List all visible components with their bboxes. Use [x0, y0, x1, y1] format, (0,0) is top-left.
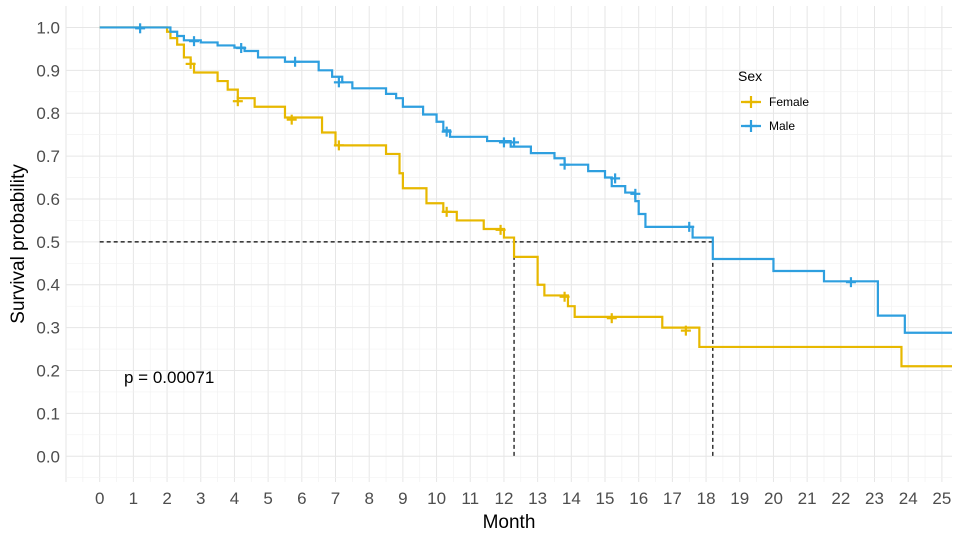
p-value-annotation: p = 0.00071 [124, 368, 214, 387]
y-tick-label: 0.5 [36, 233, 60, 252]
y-tick-label: 0.3 [36, 319, 60, 338]
legend-item-male: Male [741, 119, 795, 133]
censor-mark-female [559, 291, 570, 302]
x-tick-label: 3 [196, 489, 205, 508]
x-tick-label: 1 [129, 489, 138, 508]
x-tick-label: 24 [899, 489, 918, 508]
x-tick-label: 14 [562, 489, 581, 508]
x-tick-label: 9 [398, 489, 407, 508]
y-axis-title: Survival probability [8, 164, 29, 324]
censor-mark-male [333, 77, 344, 88]
censor-mark-male [441, 126, 452, 137]
legend-label-male: Male [769, 119, 795, 133]
censor-mark-male [610, 173, 621, 184]
censor-mark-male [845, 277, 856, 288]
x-tick-label: 12 [494, 489, 513, 508]
x-axis-title: Month [483, 512, 536, 533]
censor-mark-female [286, 114, 297, 125]
x-tick-label: 16 [629, 489, 648, 508]
censor-mark-female [333, 140, 344, 151]
y-tick-label: 0.7 [36, 147, 60, 166]
x-tick-label: 13 [528, 489, 547, 508]
x-tick-label: 15 [596, 489, 615, 508]
x-tick-label: 23 [865, 489, 884, 508]
x-tick-label: 10 [427, 489, 446, 508]
x-tick-label: 6 [297, 489, 306, 508]
censor-mark-male [498, 137, 509, 148]
legend-items: Female Male [741, 95, 809, 133]
x-tick-label: 11 [461, 489, 479, 508]
censor-mark-female [680, 325, 691, 336]
x-tick-label: 25 [932, 489, 951, 508]
y-tick-labels: 0.0 0.1 0.2 0.3 0.4 0.5 0.6 0.7 0.8 0.9 1.0 [36, 18, 60, 466]
y-tick-label: 0.2 [36, 362, 60, 381]
x-tick-label: 7 [331, 489, 340, 508]
x-tick-label: 21 [798, 489, 817, 508]
x-tick-label: 22 [831, 489, 850, 508]
x-tick-label: 5 [263, 489, 272, 508]
legend-title: Sex [738, 68, 762, 84]
censor-mark-male [630, 188, 641, 199]
x-tick-label: 19 [730, 489, 749, 508]
censor-mark-male [559, 159, 570, 170]
y-tick-label: 1.0 [36, 18, 60, 37]
censor-mark-male [509, 137, 520, 148]
x-tick-label: 17 [663, 489, 682, 508]
censor-mark-female [185, 58, 196, 69]
x-tick-label: 8 [364, 489, 373, 508]
median-lines [99, 241, 714, 457]
y-tick-label: 0.8 [36, 104, 60, 123]
x-tick-label: 4 [230, 489, 239, 508]
x-tick-label: 20 [764, 489, 783, 508]
x-tick-label: 18 [697, 489, 716, 508]
censor-mark-male [684, 221, 695, 232]
y-tick-label: 0.9 [36, 61, 60, 80]
censor-mark-female [495, 224, 506, 235]
grid-lines [65, 6, 952, 482]
y-tick-label: 0.0 [36, 447, 60, 466]
plot-panel [66, 6, 952, 482]
censor-mark-male [135, 23, 146, 34]
x-tick-label: 0 [95, 489, 104, 508]
y-tick-label: 0.4 [36, 276, 60, 295]
x-tick-labels: 0 1 2 3 4 5 6 7 8 9 10 11 12 13 14 15 16 17 18 19 20 21 22 23 24… [95, 489, 951, 508]
censor-mark-male [189, 36, 200, 47]
censor-mark-female [441, 206, 452, 217]
legend-label-female: Female [769, 95, 809, 109]
censor-mark-male [236, 43, 247, 54]
censor-mark-female [606, 313, 617, 324]
legend: Sex Female Male [738, 68, 809, 133]
y-tick-label: 0.1 [36, 404, 60, 423]
y-tick-label: 0.6 [36, 190, 60, 209]
legend-item-female: Female [741, 95, 809, 109]
censor-marks [135, 23, 856, 336]
x-tick-label: 2 [162, 489, 171, 508]
censor-mark-female [232, 96, 243, 107]
censor-mark-male [290, 56, 301, 67]
